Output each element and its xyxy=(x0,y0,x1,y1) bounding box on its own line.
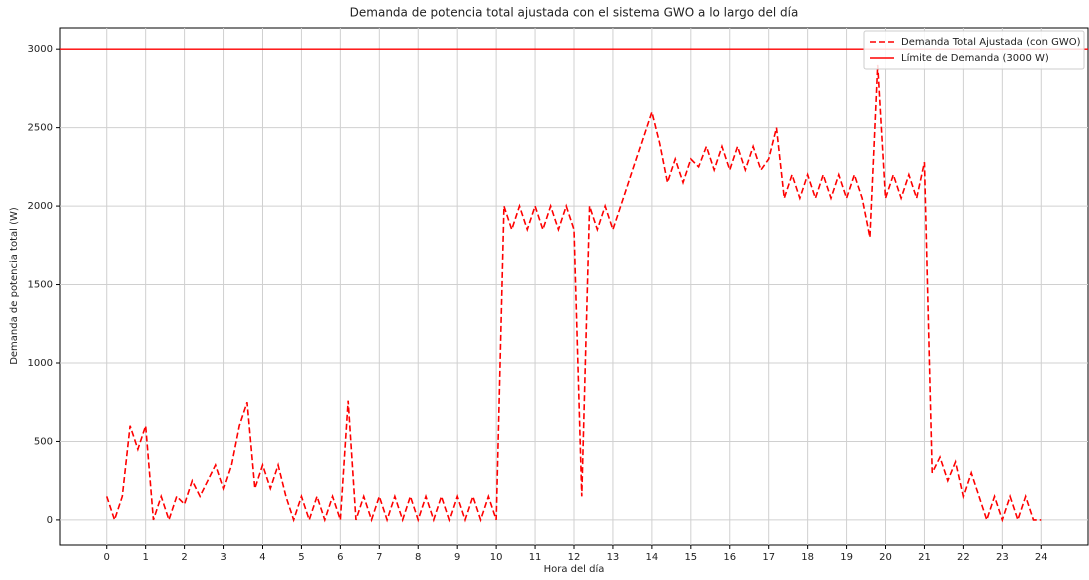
data-line xyxy=(105,64,1042,523)
y-tick-label: 1000 xyxy=(28,358,53,369)
x-tick-label: 24 xyxy=(1035,552,1048,563)
x-tick-label: 3 xyxy=(220,552,226,563)
x-tick-label: 19 xyxy=(840,552,853,563)
x-tick-label: 15 xyxy=(684,552,697,563)
y-tick-label: 0 xyxy=(47,515,53,526)
x-tick-label: 12 xyxy=(568,552,581,563)
x-tick-label: 22 xyxy=(957,552,970,563)
y-axis-label: Demanda de potencia total (W) xyxy=(9,207,20,365)
legend-box xyxy=(863,30,1085,70)
legend-label: Límite de Demanda (3000 W) xyxy=(901,52,1049,64)
x-tick-label: 0 xyxy=(104,552,110,563)
x-tick-label: 21 xyxy=(918,552,931,563)
x-tick-label: 6 xyxy=(337,552,343,563)
x-tick-label: 11 xyxy=(529,552,542,563)
x-tick-label: 17 xyxy=(762,552,775,563)
y-tick-label: 3000 xyxy=(28,44,53,55)
x-tick-label: 5 xyxy=(298,552,304,563)
x-tick-label: 1 xyxy=(142,552,148,563)
y-tick-label: 2500 xyxy=(28,123,53,134)
x-tick-label: 20 xyxy=(879,552,892,563)
x-tick-label: 18 xyxy=(801,552,814,563)
y-tick-label: 1500 xyxy=(28,280,53,291)
x-tick-label: 4 xyxy=(259,552,265,563)
chart-title: Demanda de potencia total ajustada con e… xyxy=(350,6,799,20)
x-tick-label: 23 xyxy=(996,552,1009,563)
legend-label: Demanda Total Ajustada (con GWO) xyxy=(901,37,1081,48)
x-tick-label: 10 xyxy=(490,552,503,563)
x-tick-label: 2 xyxy=(181,552,187,563)
x-tick-label: 16 xyxy=(723,552,736,563)
x-tick-label: 14 xyxy=(646,552,659,563)
x-tick-label: 9 xyxy=(454,552,460,563)
x-axis-label: Hora del día xyxy=(544,563,605,575)
y-tick-label: 500 xyxy=(34,436,53,447)
y-tick-label: 2000 xyxy=(28,201,53,212)
x-tick-label: 13 xyxy=(607,552,620,563)
x-tick-label: 8 xyxy=(415,552,421,563)
x-tick-label: 7 xyxy=(376,552,382,563)
